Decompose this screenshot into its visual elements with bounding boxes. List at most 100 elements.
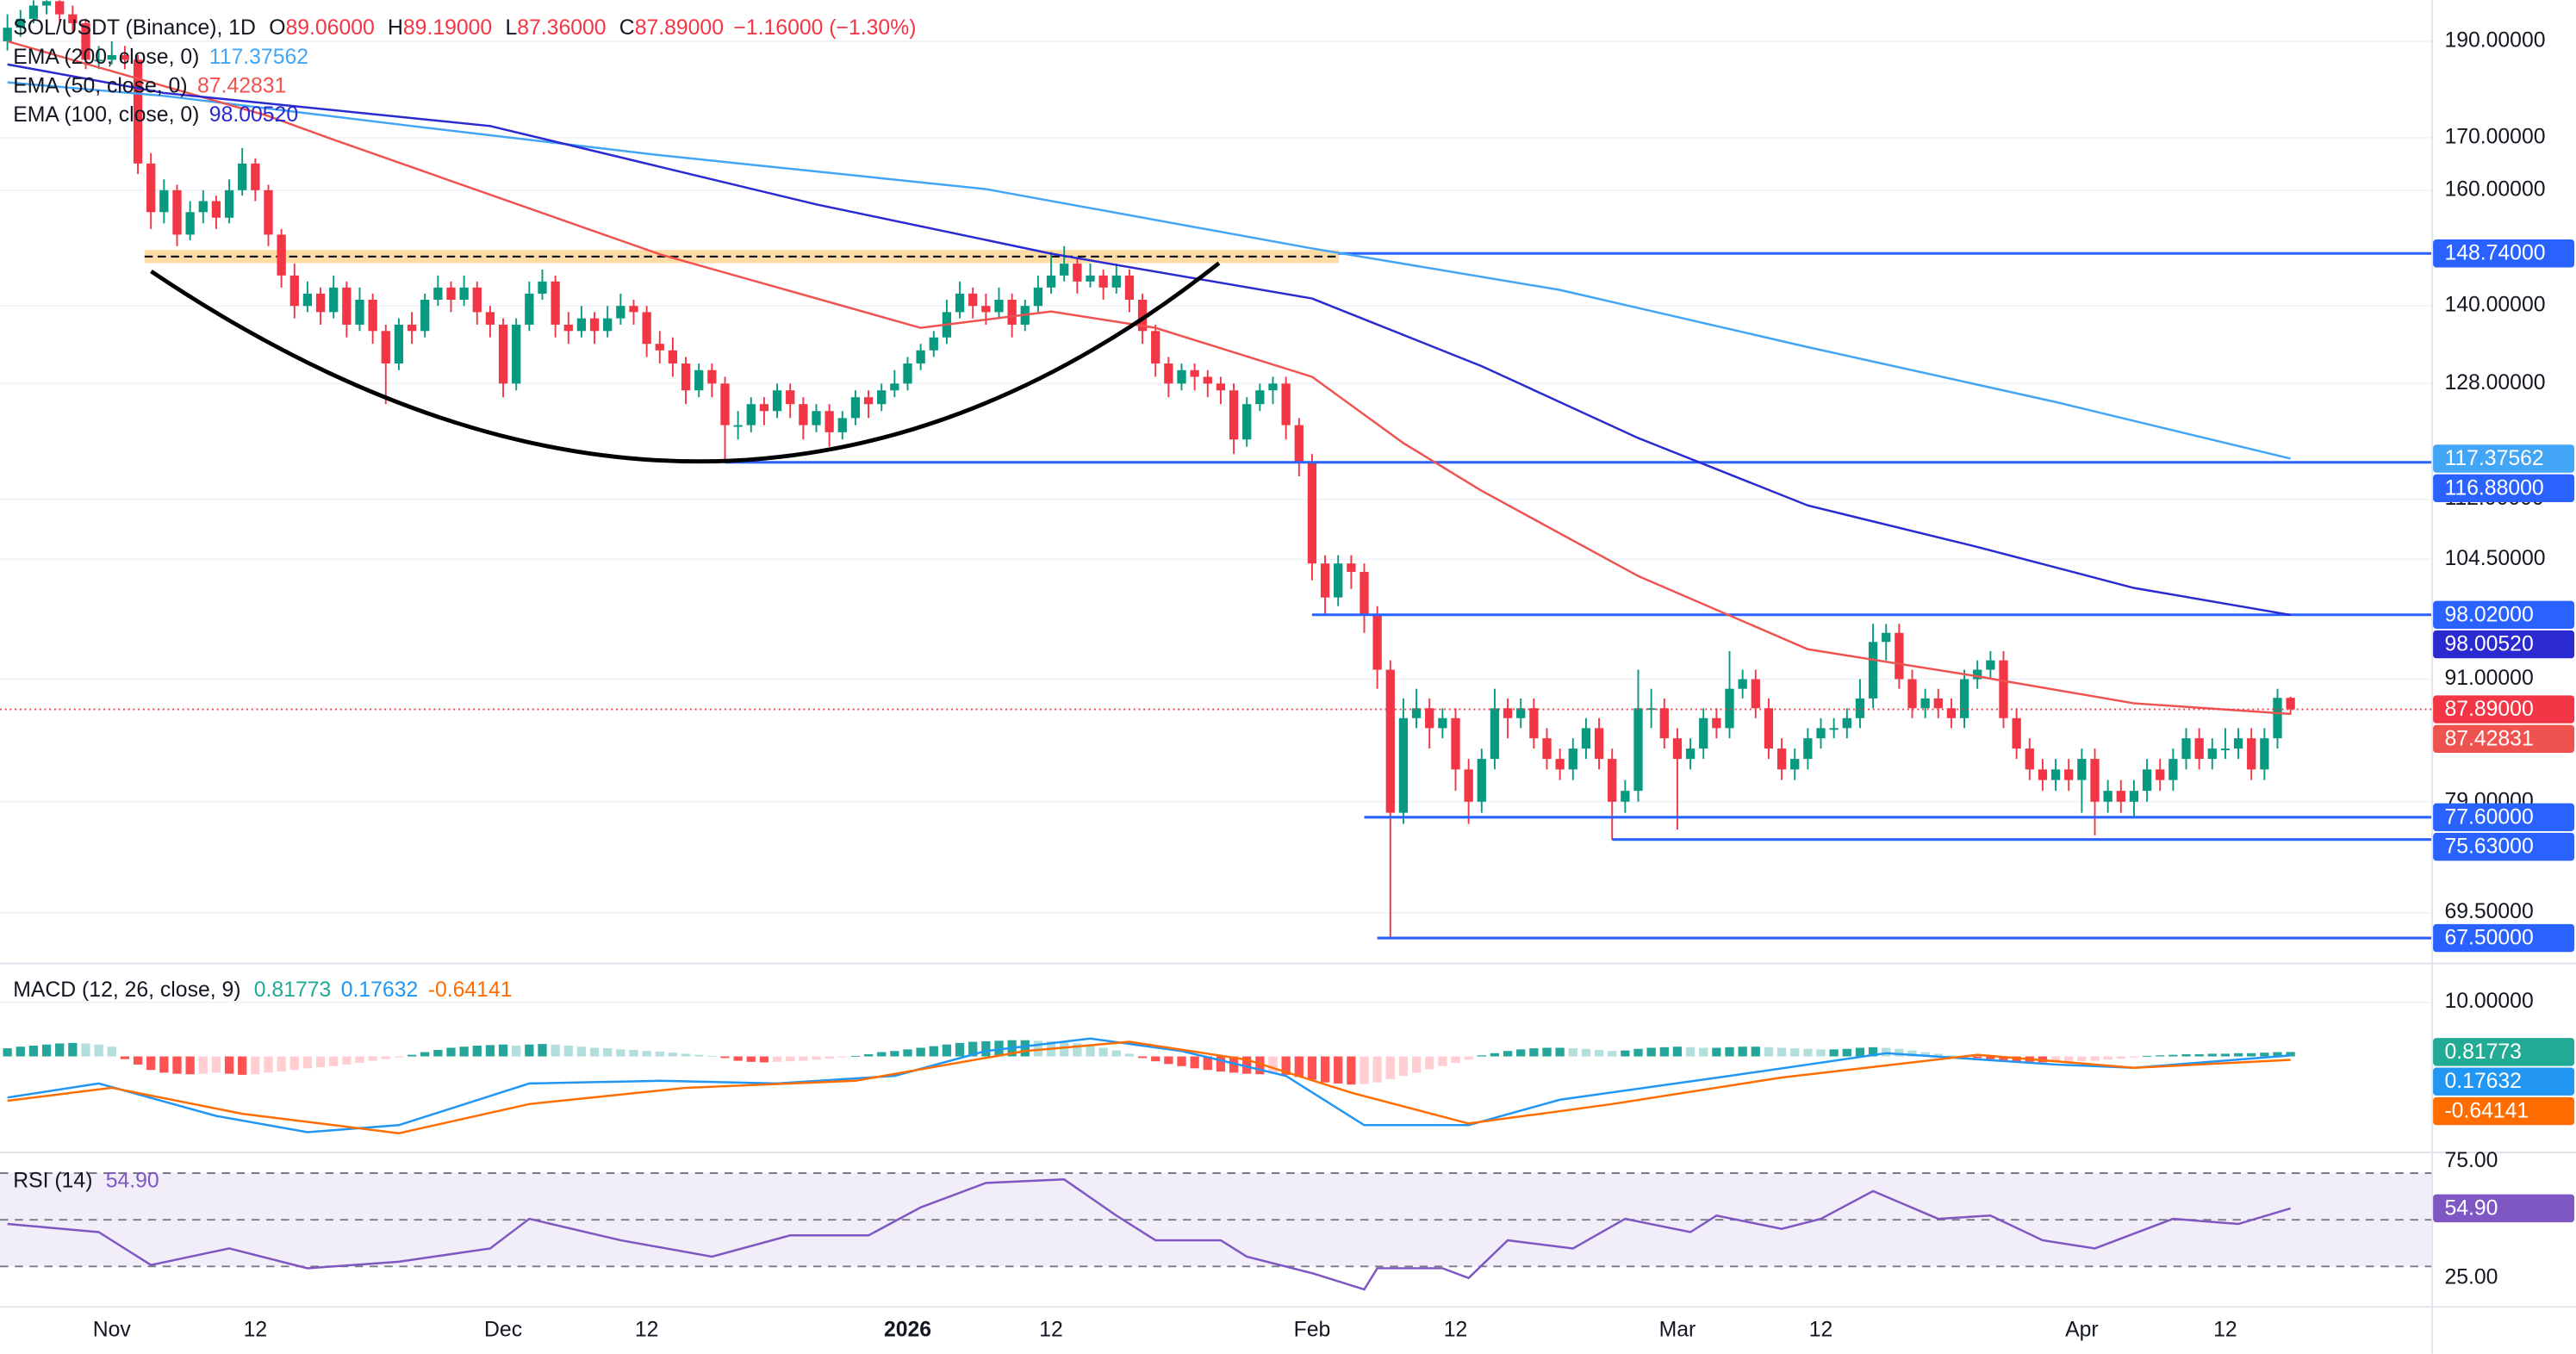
macd-histogram-bar xyxy=(1334,1056,1343,1084)
macd-tag: 0.17632 xyxy=(2444,1070,2522,1093)
symbol-title: SOL/USDT (Binance), 1D xyxy=(13,16,256,39)
ema-legend-value: 98.00520 xyxy=(209,102,298,126)
macd-histogram-bar xyxy=(1999,1056,2008,1060)
macd-histogram-bar xyxy=(55,1043,65,1057)
candle-body xyxy=(1255,390,1265,405)
macd-histogram-bar xyxy=(94,1044,103,1057)
ohlc-label: O xyxy=(269,16,285,39)
macd-histogram-bar xyxy=(446,1047,456,1057)
macd-histogram-bar xyxy=(1738,1047,1747,1057)
macd-histogram-bar xyxy=(629,1049,638,1057)
macd-histogram-bar xyxy=(1986,1056,1995,1059)
macd-histogram-bar xyxy=(616,1049,625,1057)
candle-body xyxy=(2050,769,2061,780)
macd-histogram-bar xyxy=(2181,1054,2191,1057)
candle-body xyxy=(420,299,430,332)
macd-histogram-bar xyxy=(1360,1056,1369,1084)
macd-histogram-bar xyxy=(251,1056,260,1075)
macd-histogram-bar xyxy=(1151,1056,1160,1062)
macd-histogram-bar xyxy=(890,1051,899,1057)
macd-histogram-bar xyxy=(1060,1042,1069,1057)
macd-histogram-bar xyxy=(1086,1045,1095,1057)
macd-histogram-bar xyxy=(1281,1056,1291,1075)
x-tick-label: 12 xyxy=(635,1318,659,1341)
candle-body xyxy=(1672,738,1683,760)
candle-body xyxy=(172,189,182,235)
ema-tag: 98.00520 xyxy=(2444,633,2533,656)
macd-histogram-bar xyxy=(1529,1048,1539,1057)
candle-body xyxy=(655,344,664,351)
candle-body xyxy=(1542,738,1552,760)
candle-body xyxy=(1581,728,1591,749)
macd-histogram-bar xyxy=(16,1047,25,1057)
ema-legend-value: 117.37562 xyxy=(209,46,308,69)
candle-body xyxy=(251,163,260,190)
macd-histogram-bar xyxy=(198,1056,208,1074)
x-tick-label: 12 xyxy=(1809,1318,1833,1341)
macd-histogram-bar xyxy=(2194,1054,2204,1057)
macd-histogram-bar xyxy=(1581,1048,1591,1057)
macd-histogram-bar xyxy=(1751,1047,1760,1057)
macd-histogram-bar xyxy=(302,1056,313,1069)
candle-body xyxy=(1060,264,1069,276)
cup-pattern xyxy=(150,261,1221,464)
candle-body xyxy=(538,281,547,294)
macd-histogram-bar xyxy=(1594,1049,1604,1057)
candle-body xyxy=(1895,632,1904,680)
macd-histogram-bar xyxy=(2207,1053,2217,1057)
macd-histogram-bar xyxy=(1372,1056,1382,1083)
y-tick-label: 160.00000 xyxy=(2444,177,2545,201)
candle-body xyxy=(981,306,991,313)
candle-body xyxy=(2077,759,2087,780)
rsi-legend-value: 54.90 xyxy=(106,1169,159,1192)
macd-histogram-bar xyxy=(1868,1047,1878,1057)
macd-histogram-bar xyxy=(1776,1047,1787,1057)
macd-histogram-bar xyxy=(1124,1053,1135,1057)
candle-body xyxy=(968,293,978,307)
macd-histogram-bar xyxy=(68,1042,78,1057)
macd-histogram-bar xyxy=(1255,1056,1265,1075)
x-tick-label: Feb xyxy=(1294,1318,1331,1341)
rsi-tag: 54.90 xyxy=(2444,1196,2498,1220)
macd-histogram-bar xyxy=(1973,1056,1982,1059)
macd-histogram-bar xyxy=(1203,1056,1212,1071)
legend: EMA (50, close, 0) 87.42831 xyxy=(13,74,286,97)
macd-histogram-bar xyxy=(1268,1056,1278,1074)
candle-body xyxy=(1477,759,1486,802)
macd-histogram-bar xyxy=(603,1048,613,1057)
macd-histogram-bar xyxy=(772,1056,782,1062)
candle-body xyxy=(746,404,756,425)
legend: MACD (12, 26, close, 9) 0.81773 0.17632 -0.… xyxy=(13,978,512,1002)
candle-body xyxy=(1907,679,1917,709)
ohlc-label: C xyxy=(619,16,635,39)
macd-histogram-bar xyxy=(1451,1056,1460,1064)
macd-histogram-bar xyxy=(863,1054,874,1057)
candle-body xyxy=(929,337,938,351)
candle-body xyxy=(2025,748,2034,770)
macd-histogram-bar xyxy=(551,1044,560,1057)
y-tick-label: 140.00000 xyxy=(2444,294,2545,317)
rsi-title: RSI (14) xyxy=(13,1169,92,1192)
candle-body xyxy=(1033,287,1043,307)
candle-body xyxy=(877,390,887,405)
candle-body xyxy=(812,411,821,425)
ohlc-value: 87.36000 xyxy=(517,16,606,39)
macd-histogram-bar xyxy=(3,1048,12,1057)
price-tag-bg xyxy=(2433,474,2575,503)
ohlc-label: L xyxy=(505,16,517,39)
macd-histogram-bar xyxy=(2116,1056,2125,1059)
candle-body xyxy=(850,397,861,419)
macd-histogram-bar xyxy=(1320,1056,1330,1083)
candle-body xyxy=(1633,708,1643,792)
macd-histogram-bar xyxy=(812,1056,821,1060)
candle-body xyxy=(642,312,651,345)
x-tick-label: Apr xyxy=(2065,1318,2099,1341)
y-tick-label: 91.00000 xyxy=(2444,667,2533,690)
macd-histogram-bar xyxy=(1699,1047,1708,1057)
candle-body xyxy=(355,299,364,325)
macd-histogram-bar xyxy=(1307,1056,1317,1080)
candle-body xyxy=(1007,299,1017,325)
macd-histogram-bar xyxy=(81,1043,90,1057)
